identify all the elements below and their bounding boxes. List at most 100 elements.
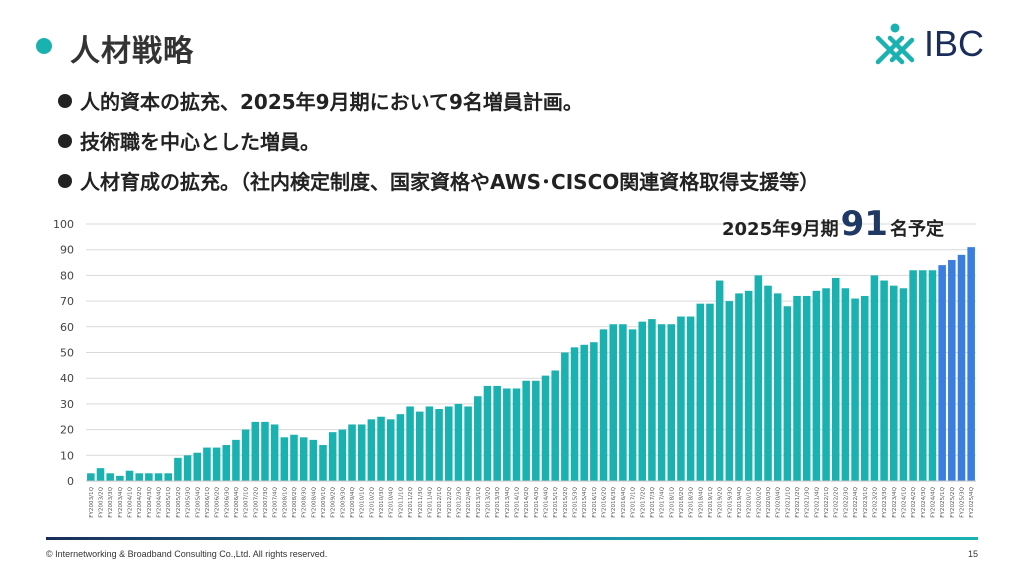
company-logo: IBC: [872, 20, 996, 68]
chart-bar: [464, 406, 472, 481]
chart-bar: [957, 254, 966, 481]
page-title: 人材戦略: [70, 34, 194, 69]
chart-bar: [628, 329, 637, 481]
y-tick-label: 60: [60, 321, 74, 334]
chart-bar: [619, 324, 627, 481]
x-tick-label: FY2020/3Q: [766, 486, 772, 517]
x-tick-label: FY2022/4Q: [853, 486, 859, 517]
y-tick-label: 70: [60, 295, 74, 308]
chart-bar: [493, 385, 501, 481]
x-tick-label: FY2005/1Q: [166, 486, 172, 517]
chart-bar: [541, 375, 550, 481]
x-tick-label: FY2016/4Q: [621, 486, 627, 517]
x-tick-label: FY2009/3Q: [340, 486, 346, 517]
x-tick-label: FY2005/4Q: [195, 486, 201, 517]
x-tick-label: FY2004/1Q: [128, 486, 134, 517]
chart-bar: [599, 329, 608, 481]
x-tick-label: FY2017/2Q: [640, 486, 646, 517]
chart-bar: [261, 421, 269, 481]
chart-bar: [96, 468, 105, 481]
chart-bar: [367, 419, 376, 481]
x-tick-label: FY2023/2Q: [872, 486, 878, 517]
y-tick-label: 40: [60, 372, 74, 385]
chart-bar: [503, 388, 511, 481]
chart-bar: [948, 259, 956, 481]
chart-bar: [512, 388, 521, 481]
bullet-item: 人材育成の拡充。（社内検定制度、国家資格やAWS･CISCO関連資格取得支援等）: [58, 162, 819, 202]
chart-bar: [638, 321, 647, 481]
chart-bar: [319, 445, 327, 481]
x-tick-label: FY2021/2Q: [795, 486, 801, 517]
bullet-dot: [58, 174, 72, 188]
chart-bar: [444, 406, 453, 481]
x-tick-label: FY2013/1Q: [476, 486, 482, 517]
x-tick-label: FY2007/2Q: [253, 486, 259, 517]
chart-bar: [135, 473, 143, 481]
x-tick-label: FY2021/4Q: [814, 486, 820, 517]
chart-bar: [677, 316, 685, 481]
x-tick-label: FY2012/3Q: [456, 486, 462, 517]
chart-bar: [648, 319, 656, 481]
y-tick-label: 10: [60, 449, 74, 462]
footer-page-number: 15: [968, 549, 979, 559]
chart-bar: [87, 473, 95, 481]
chart-bar: [164, 473, 173, 481]
x-tick-label: FY2013/4Q: [505, 486, 511, 517]
y-tick-label: 80: [60, 269, 74, 282]
chart-bar: [967, 247, 975, 481]
bullet-text: 人的資本の拡充、2025年9月期において9名増員計画。: [80, 90, 583, 114]
x-tick-label: FY2013/2Q: [485, 486, 491, 517]
x-tick-label: FY2008/3Q: [302, 486, 308, 517]
x-tick-label: FY2006/4Q: [234, 486, 240, 517]
chart-bar: [860, 295, 869, 481]
chart-bar: [889, 285, 898, 481]
chart-bar: [667, 324, 676, 481]
chart-bar: [270, 424, 279, 481]
x-tick-label: FY2008/4Q: [311, 486, 317, 517]
x-tick-label: FY2014/3Q: [534, 486, 540, 517]
chart-bar: [928, 270, 937, 481]
x-tick-label: FY2019/1Q: [708, 486, 714, 517]
bullet-item: 技術職を中心とした増員。: [58, 122, 819, 162]
bullet-text: 人材育成の拡充。（社内検定制度、国家資格やAWS･CISCO関連資格取得支援等）: [80, 170, 820, 194]
footer-divider: [46, 537, 978, 540]
x-tick-label: FY2018/3Q: [689, 486, 695, 517]
x-tick-label: FY2003/4Q: [118, 486, 124, 517]
chart-bar: [106, 473, 114, 481]
x-tick-label: FY2020/1Q: [747, 486, 753, 517]
x-tick-label: FY2021/3Q: [805, 486, 811, 517]
chart-bar: [657, 324, 666, 481]
x-tick-label: FY2015/3Q: [573, 486, 579, 517]
bullet-dot: [58, 94, 72, 108]
chart-bar: [222, 445, 231, 481]
x-tick-label: FY2025/1Q: [940, 486, 946, 517]
y-tick-label: 30: [60, 398, 74, 411]
chart-bar: [532, 380, 540, 481]
x-tick-label: FY2022/2Q: [834, 486, 840, 517]
x-tick-label: FY2010/2Q: [369, 486, 375, 517]
chart-bar: [561, 352, 569, 481]
x-tick-label: FY2015/4Q: [582, 486, 588, 517]
x-tick-label: FY2024/1Q: [901, 486, 907, 517]
x-tick-label: FY2018/4Q: [698, 486, 704, 517]
x-tick-label: FY2025/3Q: [959, 486, 965, 517]
chart-bar: [280, 437, 289, 481]
chart-bar: [706, 303, 714, 481]
footer-copyright: © Internetworking & Broadband Consulting…: [46, 549, 328, 559]
annotation-prefix: 2025年9月期: [722, 219, 839, 240]
x-tick-label: FY2008/1Q: [282, 486, 288, 517]
x-tick-label: FY2022/3Q: [843, 486, 849, 517]
chart-bar: [744, 290, 753, 481]
chart-bar: [715, 280, 724, 481]
headcount-bar-chart: 0 10 20 30 40 50 60 70 80 90 100 FY2003/1Q FY2003/2Q…: [53, 218, 976, 518]
chart-bar: [938, 265, 946, 481]
x-tick-label: FY2005/2Q: [176, 486, 182, 517]
chart-bar: [174, 457, 182, 481]
y-tick-label: 20: [60, 424, 74, 437]
x-tick-label: FY2019/4Q: [737, 486, 743, 517]
x-tick-label: FY2009/4Q: [350, 486, 356, 517]
chart-bar: [522, 380, 530, 481]
x-tick-label: FY2017/1Q: [631, 486, 637, 517]
x-tick-label: FY2007/1Q: [244, 486, 250, 517]
x-tick-label: FY2015/1Q: [553, 486, 559, 517]
